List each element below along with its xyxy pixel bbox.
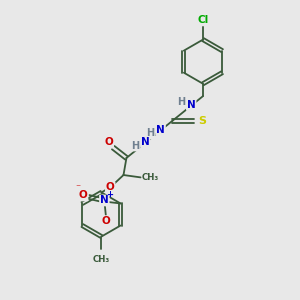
Text: +: + [106,190,113,199]
Text: O: O [79,190,88,200]
Text: O: O [104,137,113,147]
Text: H: H [177,97,185,107]
Text: O: O [101,216,110,226]
Text: S: S [198,116,206,126]
Text: ⁻: ⁻ [75,184,80,194]
Text: N: N [187,100,196,110]
Text: Cl: Cl [197,15,208,26]
Text: N: N [141,137,150,147]
Text: H: H [146,128,155,138]
Text: O: O [106,182,115,192]
Text: N: N [100,196,109,206]
Text: CH₃: CH₃ [93,255,110,264]
Text: N: N [156,125,165,135]
Text: H: H [131,141,139,151]
Text: CH₃: CH₃ [142,173,159,182]
